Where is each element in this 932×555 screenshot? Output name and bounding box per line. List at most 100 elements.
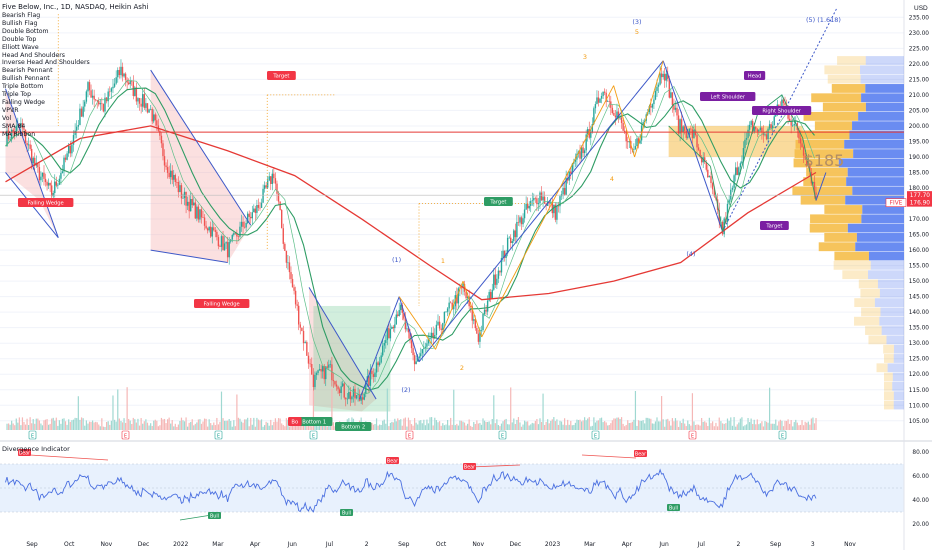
candle-body [608, 101, 610, 102]
earnings-marker-3[interactable] [309, 430, 318, 440]
volume-bar [547, 419, 549, 430]
candle-body [582, 147, 584, 154]
volume-bar [650, 418, 652, 430]
candle-body [210, 226, 212, 237]
volume-bar [503, 419, 506, 430]
vp-bar-orange [884, 400, 894, 410]
volume-bar [590, 426, 592, 430]
osc-tick-20: 20.00 [912, 522, 929, 528]
volume-bar [682, 418, 684, 430]
candle-body [445, 311, 447, 313]
earnings-label-1: E [124, 434, 127, 440]
x-tick-9: 2 [365, 541, 369, 548]
price-tick-225: 225.00 [909, 46, 930, 52]
candle-body [562, 187, 564, 195]
volume-bar [77, 396, 79, 430]
volume-bar [87, 423, 89, 430]
volume-bar [721, 423, 724, 430]
volume-bar [617, 417, 620, 430]
earnings-marker-6[interactable] [591, 430, 600, 440]
volume-bar [574, 422, 576, 430]
indicator-3[interactable]: Double Top [2, 35, 37, 43]
volume-bar [191, 419, 193, 430]
indicator-5[interactable]: Head And Shoulders [2, 51, 65, 59]
candle-body [483, 309, 486, 315]
candle-body [667, 73, 669, 79]
volume-bar [527, 421, 529, 430]
elliott-leg-2 [418, 60, 664, 363]
candle-body [288, 262, 291, 273]
indicator-4[interactable]: Elliott Wave [2, 43, 39, 51]
vp-bar-orange [884, 381, 893, 391]
vp-bar-orange [834, 251, 869, 261]
volume-bar [600, 417, 603, 430]
candle-body [418, 356, 420, 359]
indicator-6[interactable]: Inverse Head And Shoulders [2, 59, 90, 67]
candle-body [101, 103, 103, 104]
volume-bar [72, 419, 75, 430]
candle-body [248, 213, 250, 217]
indicator-0[interactable]: Bearish Flag [2, 12, 41, 19]
indicator-1[interactable]: Bullish Flag [2, 19, 38, 27]
indicator-8[interactable]: Bullish Pennant [2, 75, 50, 83]
indicator-12[interactable]: VPVR [2, 106, 19, 114]
volume-bar [98, 424, 100, 430]
volume-bar [634, 390, 637, 430]
candle-body [140, 103, 142, 107]
wedge-fill-2 [150, 70, 251, 263]
volume-bar [132, 417, 134, 430]
earnings-marker-7[interactable] [688, 430, 697, 440]
indicator-15[interactable]: MA Ribbon [2, 130, 36, 138]
earnings-marker-8[interactable] [778, 430, 787, 440]
earnings-marker-1[interactable] [121, 430, 130, 440]
close-price-box [907, 198, 932, 207]
candle-body [174, 174, 177, 182]
candle-body [747, 129, 749, 138]
indicator-14[interactable]: SMA 84 [2, 122, 26, 130]
x-tick-12: Nov [472, 541, 484, 548]
volume-bar [604, 421, 606, 430]
candle-body [533, 198, 535, 201]
candle-body [85, 91, 88, 102]
volume-bar [392, 422, 394, 430]
indicator-11[interactable]: Falling Wedge [2, 98, 45, 106]
volume-bar [796, 422, 798, 430]
candle-body [505, 253, 507, 258]
candle-body [60, 172, 62, 179]
candle-body [377, 362, 379, 366]
candle-body [711, 183, 714, 190]
volume-bar [571, 425, 573, 430]
label-big-price: $185 [804, 151, 845, 170]
volume-bar [664, 426, 666, 430]
last-price-value: 177.70 [910, 193, 931, 199]
indicator-13[interactable]: Vol [2, 114, 12, 122]
candle-body [64, 157, 67, 160]
label-target-1: Target [272, 74, 289, 80]
vp-bar-orange [854, 298, 875, 308]
indicator-7[interactable]: Bearish Pennant [2, 67, 53, 75]
volume-bar [792, 426, 794, 430]
currency-label: USD [914, 5, 928, 12]
candle-body [206, 228, 209, 231]
candle-body [471, 306, 473, 321]
indicator-2[interactable]: Double Bottom [2, 27, 49, 35]
volume-bar [677, 426, 680, 430]
earnings-marker-2[interactable] [214, 430, 223, 440]
indicator-10[interactable]: Triple Top [2, 91, 31, 99]
vp-bar-blue [855, 242, 904, 252]
price-tick-215: 215.00 [909, 77, 930, 83]
earnings-marker-5[interactable] [498, 430, 507, 440]
earnings-marker-4[interactable] [405, 430, 414, 440]
indicator-9[interactable]: Triple Bottom [2, 83, 44, 91]
volume-bar [199, 419, 201, 430]
volume-bar [799, 424, 802, 430]
volume-bar [705, 422, 707, 430]
candle-body [237, 236, 240, 238]
candle-body [543, 196, 546, 204]
price-tick-160: 160.00 [909, 248, 930, 254]
earnings-marker-0[interactable] [28, 430, 37, 440]
candle-body [696, 135, 698, 148]
volume-bar [88, 421, 91, 430]
